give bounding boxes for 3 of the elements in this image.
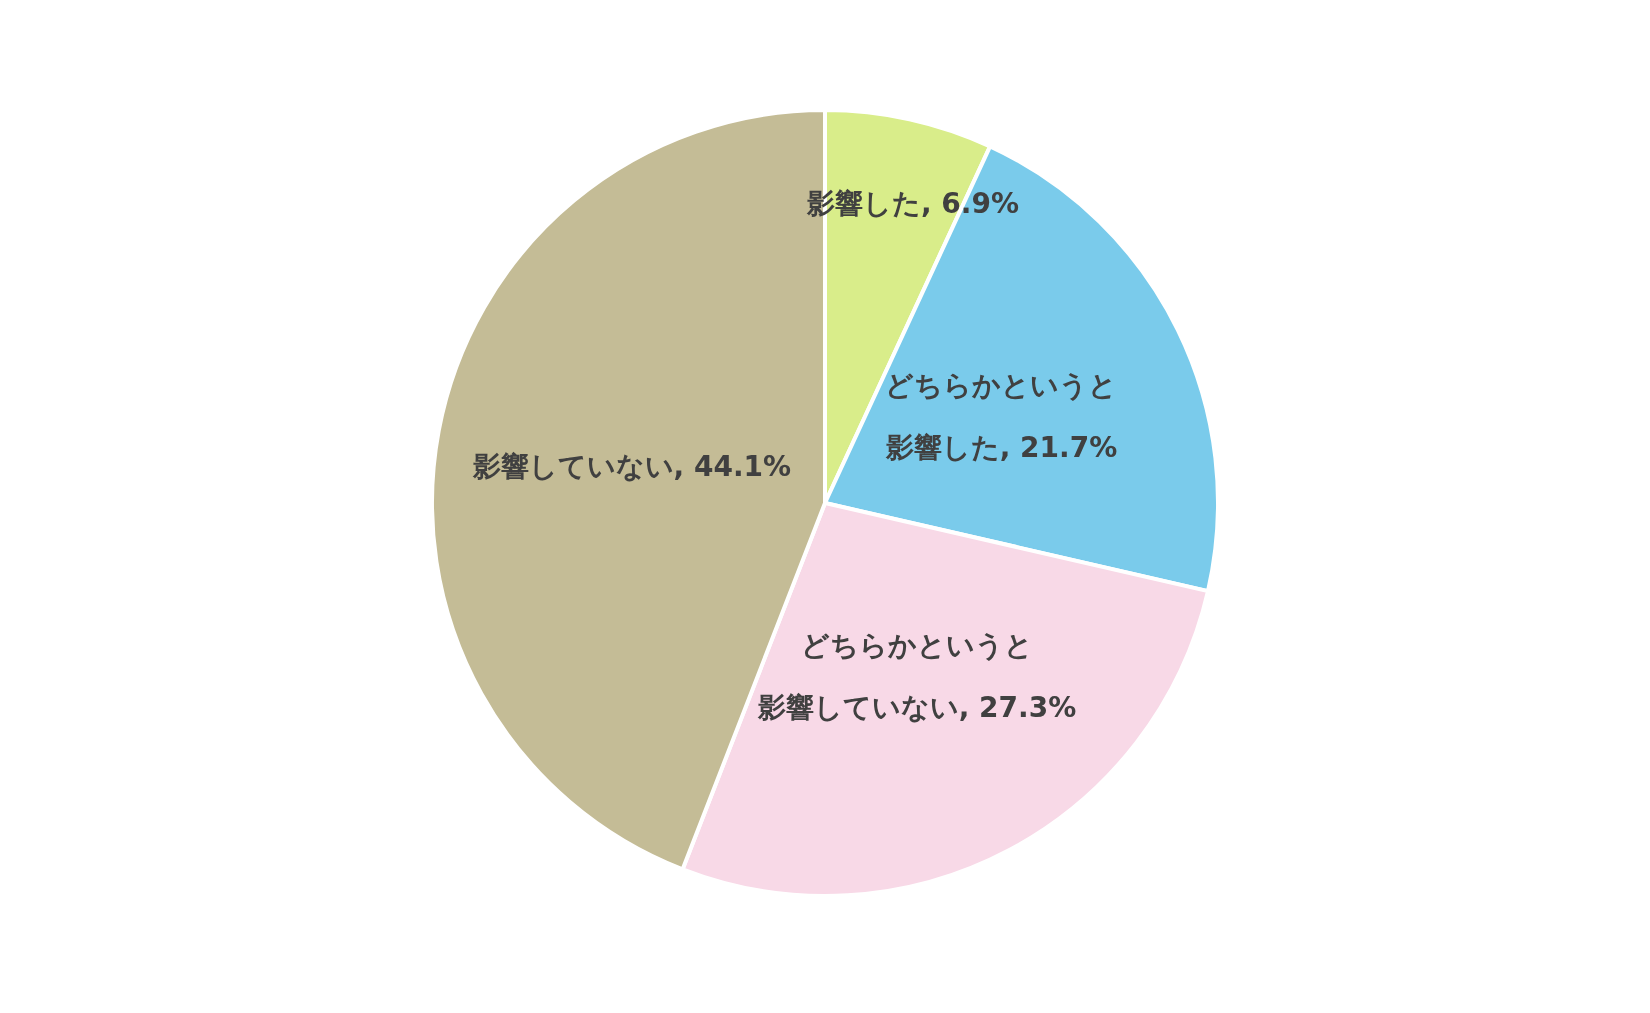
slice-label: 影響していない, 44.1% [472,448,792,485]
slice-label: どちらかというと影響していない, 27.3% [757,627,1077,726]
slice-label: どちらかというと影響した, 21.7% [885,367,1118,466]
